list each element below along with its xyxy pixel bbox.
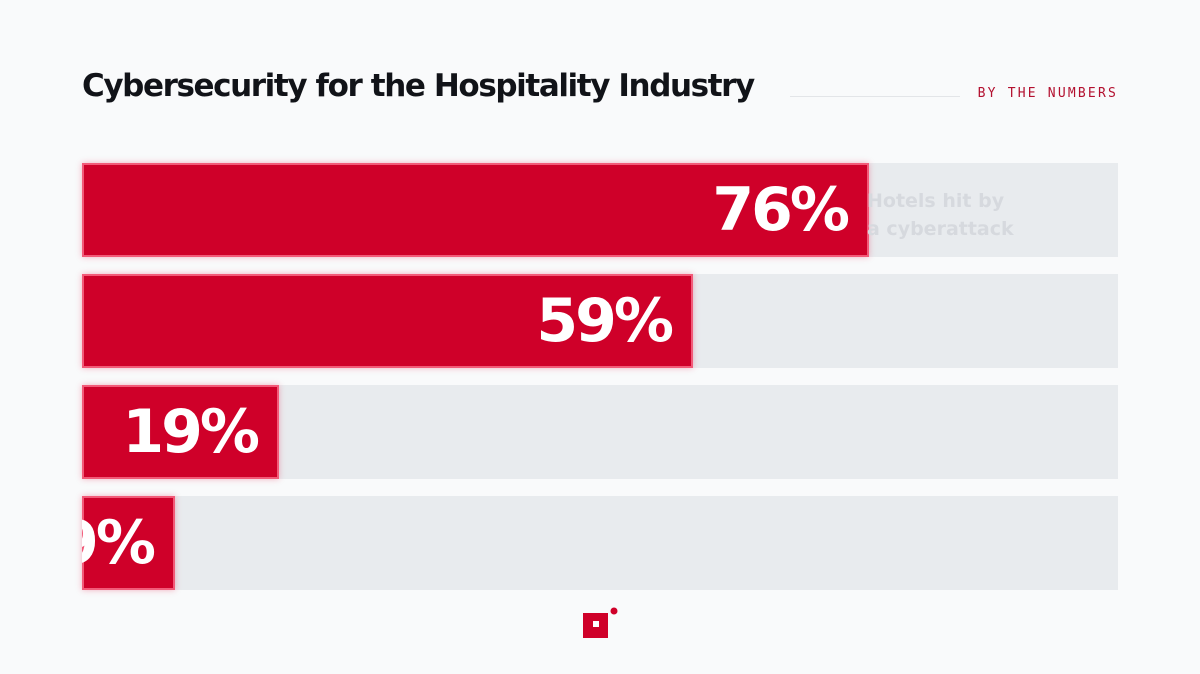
bar-track-4: 9% [82, 496, 1118, 590]
bar-1-value-label: 76% [712, 175, 850, 245]
bar-2-value-label: 59% [536, 286, 674, 356]
brand-logo-icon [583, 607, 618, 638]
bar-2: 59% [82, 274, 693, 368]
page-title: Cybersecurity for the Hospitality Indust… [82, 68, 755, 104]
bar-1-annotation: Hotels hit by a cyberattack [867, 187, 1087, 243]
bar-1: 76% [82, 163, 869, 257]
bar-3-value-label: 19% [122, 397, 260, 467]
bar-track-2: 59% [82, 274, 1118, 368]
bar-chart: 76% Hotels hit by a cyberattack 59% 19% … [82, 163, 1118, 591]
logo-inner-square [593, 621, 599, 627]
header-divider [790, 96, 960, 97]
bar-3: 19% [82, 385, 279, 479]
bar-1-annotation-line-1: Hotels hit by [867, 190, 1005, 212]
bar-1-annotation-line-2: a cyberattack [867, 218, 1014, 240]
bar-4-value-label: 9% [82, 508, 156, 578]
bar-track-3: 19% [82, 385, 1118, 479]
bar-4: 9% [82, 496, 175, 590]
logo-dot [610, 607, 618, 615]
bar-track-1: 76% Hotels hit by a cyberattack [82, 163, 1118, 257]
section-kicker: BY THE NUMBERS [977, 86, 1118, 101]
